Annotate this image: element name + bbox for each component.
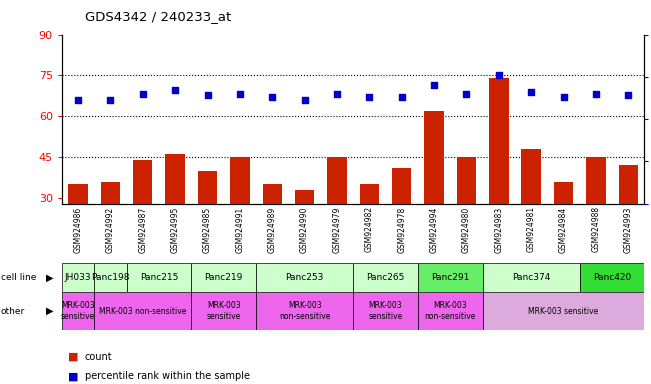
Bar [165, 154, 185, 280]
Bar [418, 263, 482, 292]
Text: cell line: cell line [1, 273, 36, 282]
Point [623, 92, 633, 98]
Text: percentile rank within the sample: percentile rank within the sample [85, 371, 249, 381]
Text: MRK-003 sensitive: MRK-003 sensitive [529, 306, 599, 316]
Bar [191, 263, 256, 292]
Bar [353, 263, 418, 292]
Point [299, 98, 310, 104]
Point [526, 89, 536, 95]
Bar [62, 292, 94, 330]
Point [462, 91, 472, 97]
Text: JH033: JH033 [64, 273, 91, 282]
Text: ■: ■ [68, 352, 83, 362]
Bar [418, 292, 482, 330]
Point [73, 98, 83, 104]
Bar [457, 157, 476, 280]
Bar [580, 263, 644, 292]
Bar [256, 292, 353, 330]
Bar [101, 182, 120, 280]
Bar [353, 292, 418, 330]
Point [137, 91, 148, 97]
Text: MRK-003
non-sensitive: MRK-003 non-sensitive [279, 301, 330, 321]
Text: Panc215: Panc215 [140, 273, 178, 282]
Bar [94, 292, 191, 330]
Point [170, 87, 180, 93]
Bar [618, 166, 638, 280]
Bar [126, 263, 191, 292]
Bar [262, 184, 282, 280]
Bar [68, 184, 88, 280]
Bar [359, 184, 379, 280]
Text: Panc253: Panc253 [285, 273, 324, 282]
Text: ■: ■ [68, 371, 83, 381]
Point [105, 98, 116, 104]
Point [493, 72, 504, 78]
Text: ▶: ▶ [46, 306, 53, 316]
Bar [230, 157, 249, 280]
Text: GDS4342 / 240233_at: GDS4342 / 240233_at [85, 10, 231, 23]
Bar [295, 190, 314, 280]
Bar [198, 171, 217, 280]
Point [429, 82, 439, 88]
Point [332, 91, 342, 97]
Text: count: count [85, 352, 112, 362]
Point [559, 94, 569, 100]
Bar [133, 160, 152, 280]
Point [364, 94, 374, 100]
Bar [62, 263, 94, 292]
Text: Panc374: Panc374 [512, 273, 550, 282]
Bar [424, 111, 444, 280]
Text: Panc420: Panc420 [593, 273, 631, 282]
Text: MRK-003
non-sensitive: MRK-003 non-sensitive [424, 301, 476, 321]
Bar [94, 263, 126, 292]
Bar [554, 182, 574, 280]
Text: MRK-003
sensitive: MRK-003 sensitive [206, 301, 241, 321]
Bar [489, 78, 508, 280]
Bar [256, 263, 353, 292]
Point [267, 94, 277, 100]
Bar [191, 292, 256, 330]
Text: Panc265: Panc265 [367, 273, 405, 282]
Point [396, 94, 407, 100]
Text: MRK-003
sensitive: MRK-003 sensitive [61, 301, 95, 321]
Point [234, 91, 245, 97]
Point [202, 92, 213, 98]
Text: other: other [1, 306, 25, 316]
Bar [392, 168, 411, 280]
Text: MRK-003
sensitive: MRK-003 sensitive [368, 301, 403, 321]
Text: MRK-003 non-sensitive: MRK-003 non-sensitive [99, 306, 186, 316]
Bar [482, 292, 644, 330]
Text: Panc219: Panc219 [204, 273, 243, 282]
Point [590, 91, 601, 97]
Bar [586, 157, 605, 280]
Text: Panc198: Panc198 [91, 273, 130, 282]
Text: ▶: ▶ [46, 272, 53, 283]
Bar [327, 157, 347, 280]
Bar [521, 149, 541, 280]
Bar [482, 263, 580, 292]
Text: Panc291: Panc291 [431, 273, 469, 282]
